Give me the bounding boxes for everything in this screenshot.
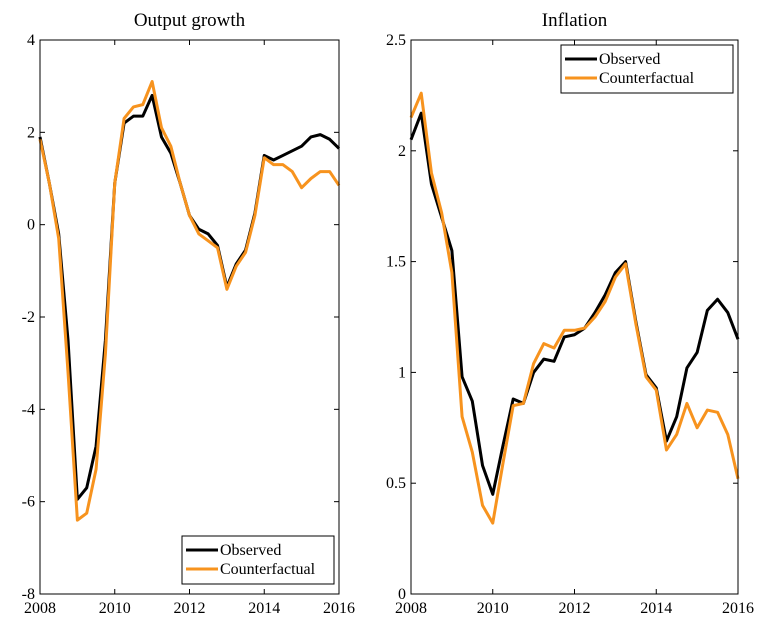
y-tick-label: 4 xyxy=(27,32,35,49)
y-tick-label: 2 xyxy=(398,143,406,160)
y-tick-label: -8 xyxy=(22,586,35,603)
legend: Observed Counterfactual xyxy=(560,44,734,94)
y-tick-label: 2 xyxy=(27,124,35,141)
x-tick-label: 2016 xyxy=(722,600,754,617)
data-line xyxy=(38,93,341,501)
x-tick-label: 2016 xyxy=(323,600,355,617)
legend-box xyxy=(560,44,734,94)
y-tick-label: 0.5 xyxy=(386,475,406,492)
chart-title: Inflation xyxy=(542,10,608,31)
y-tick-label: 0 xyxy=(27,217,35,234)
x-tick-label: 2014 xyxy=(248,600,280,617)
legend: Observed Counterfactual xyxy=(181,535,335,585)
plot-frame xyxy=(39,39,340,595)
y-tick-label: 1.5 xyxy=(386,254,406,271)
data-line xyxy=(409,111,740,496)
x-tick-label: 2010 xyxy=(99,600,131,617)
data-line xyxy=(38,80,341,522)
legend-label: Counterfactual xyxy=(220,561,316,578)
y-tick-label: -4 xyxy=(22,401,35,418)
y-tick-label: 1 xyxy=(398,364,406,381)
chart-title: Output growth xyxy=(134,10,246,31)
y-tick-label: -2 xyxy=(22,309,35,326)
x-tick-label: 2008 xyxy=(395,600,427,617)
legend-label: Observed xyxy=(220,542,281,559)
legend-label: Observed xyxy=(599,51,660,68)
x-tick-label: 2012 xyxy=(174,600,206,617)
x-tick-label: 2010 xyxy=(477,600,509,617)
x-tick-label: 2008 xyxy=(24,600,56,617)
x-tick-label: 2012 xyxy=(559,600,591,617)
legend-label: Counterfactual xyxy=(599,70,695,87)
y-tick-label: -6 xyxy=(22,494,35,511)
x-tick-label: 2014 xyxy=(640,600,672,617)
y-tick-label: 2.5 xyxy=(386,32,406,49)
data-line xyxy=(409,91,740,525)
legend-box xyxy=(181,535,335,585)
y-tick-label: 0 xyxy=(398,586,406,603)
plot-frame xyxy=(410,39,739,595)
